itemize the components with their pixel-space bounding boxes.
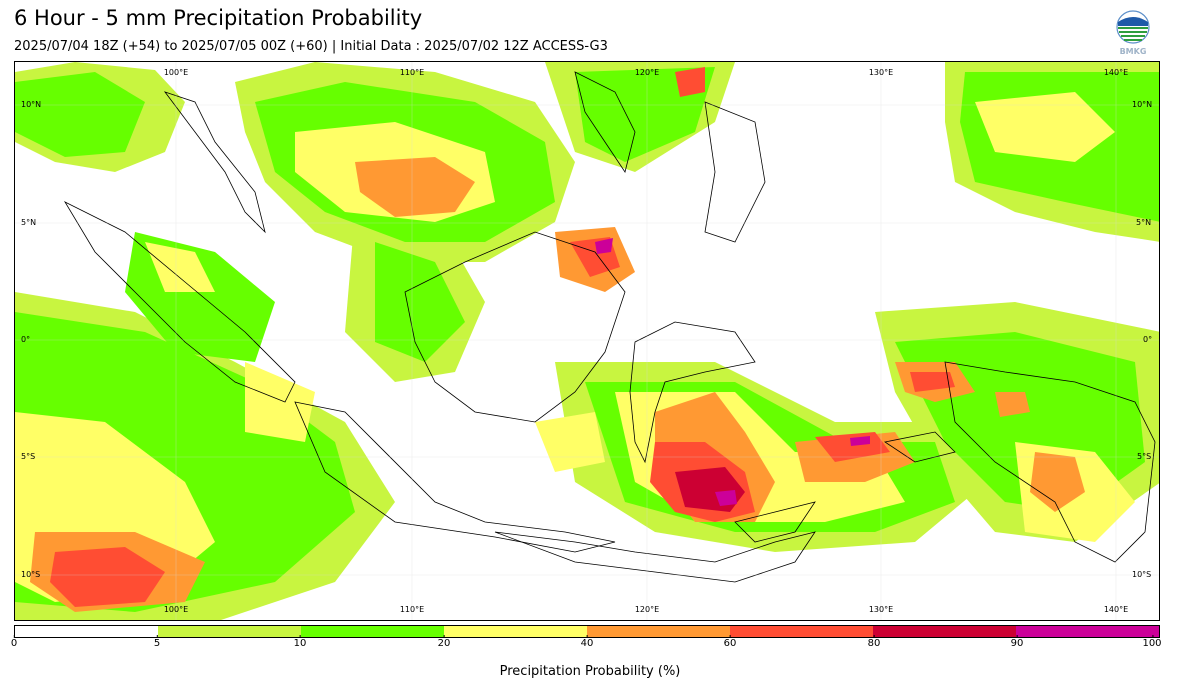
colorbar-tick-100: 100: [1142, 635, 1162, 649]
colorbar-tick-80: 80: [867, 635, 881, 649]
lon-label-bottom-130e: 130°E: [868, 605, 894, 614]
lat-label-left-10s: 10°S: [21, 570, 41, 579]
lat-label-right-5n: 5°N: [1136, 218, 1152, 227]
lat-label-left-5n: 5°N: [21, 218, 37, 227]
chart-title: 6 Hour - 5 mm Precipitation Probability: [14, 6, 423, 30]
bmkg-logo: BMKG: [1113, 10, 1153, 56]
colorbar-tick-10: 10: [293, 635, 307, 649]
colorbar-tick-20: 20: [437, 635, 451, 649]
colorbar-segment: [730, 626, 873, 637]
graticule: [15, 62, 1159, 620]
lat-label-left-0: 0°: [21, 335, 31, 344]
lon-label-bottom-100e: 100°E: [163, 605, 189, 614]
chart-subtitle: 2025/07/04 18Z (+54) to 2025/07/05 00Z (…: [14, 39, 608, 54]
colorbar-segment: [158, 626, 301, 637]
lon-label-top-110e: 110°E: [399, 68, 425, 77]
colorbar-segment: [301, 626, 444, 637]
colorbar-tick-5: 5: [153, 635, 161, 649]
colorbar-tick-40: 40: [580, 635, 594, 649]
lat-label-right-10s: 10°S: [1132, 570, 1152, 579]
lon-label-top-130e: 130°E: [868, 68, 894, 77]
colorbar-segment: [444, 626, 587, 637]
lat-label-right-5s: 5°S: [1137, 452, 1152, 461]
colorbar-tick-90: 90: [1010, 635, 1024, 649]
lon-label-bottom-110e: 110°E: [399, 605, 425, 614]
colorbar-segment: [587, 626, 730, 637]
colorbar-segment: [1016, 626, 1159, 637]
map-canvas: [15, 62, 1159, 620]
lon-label-bottom-120e: 120°E: [634, 605, 660, 614]
lon-label-top-140e: 140°E: [1103, 68, 1129, 77]
probability-90-100-areas: [595, 238, 870, 506]
lat-label-right-0: 0°: [1143, 335, 1153, 344]
lon-label-top-100e: 100°E: [163, 68, 189, 77]
logo-text: BMKG: [1120, 47, 1147, 56]
colorbar-segment: [15, 626, 158, 637]
colorbar-tick-0: 0: [10, 635, 18, 649]
colorbar-tick-60: 60: [723, 635, 737, 649]
colorbar-ticks: 0 5 10 20 40 60 80 90 100: [10, 635, 1162, 658]
coastlines: [63, 71, 1156, 583]
lon-label-top-120e: 120°E: [634, 68, 660, 77]
lat-label-left-5s: 5°S: [21, 452, 36, 461]
lat-label-right-10n: 10°N: [1132, 100, 1153, 109]
lat-label-left-10n: 10°N: [21, 100, 42, 109]
precipitation-map: 100°E 110°E 120°E 130°E 140°E 100°E 110°…: [14, 61, 1160, 621]
colorbar-segment: [873, 626, 1016, 637]
colorbar-label: Precipitation Probability (%): [499, 664, 681, 679]
lon-label-bottom-140e: 140°E: [1103, 605, 1129, 614]
